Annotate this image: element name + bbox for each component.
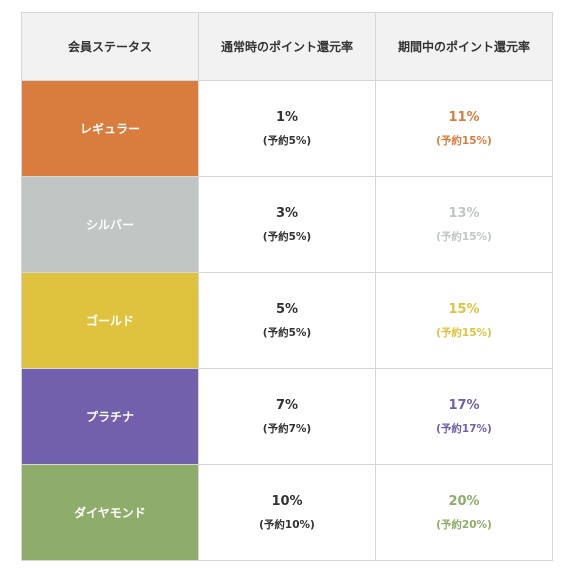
campaign-rate: 11% (448, 109, 480, 125)
campaign-rate-cell: 20% (予約20%) (375, 464, 553, 561)
normal-rate-cell: 5% (予約5%) (198, 272, 376, 369)
status-cell-regular: レギュラー (21, 80, 199, 177)
campaign-rate: 13% (448, 205, 480, 221)
campaign-note: (予約20%) (436, 518, 492, 531)
campaign-rate-cell: 15% (予約15%) (375, 272, 553, 369)
campaign-rate-cell: 13% (予約15%) (375, 176, 553, 273)
normal-rate: 5% (275, 301, 299, 317)
table-row: シルバー 3% (予約5%) 13% (予約15%) (21, 176, 553, 273)
normal-rate: 3% (275, 205, 299, 221)
status-cell-platinum: プラチナ (21, 368, 199, 465)
table-row: レギュラー 1% (予約5%) 11% (予約15%) (21, 80, 553, 177)
status-cell-silver: シルバー (21, 176, 199, 273)
header-normal-rate: 通常時のポイント還元率 (198, 12, 376, 81)
table-row: ゴールド 5% (予約5%) 15% (予約15%) (21, 272, 553, 369)
normal-note: (予約10%) (259, 518, 315, 531)
campaign-rate: 15% (448, 301, 480, 317)
status-cell-gold: ゴールド (21, 272, 199, 369)
normal-rate-cell: 3% (予約5%) (198, 176, 376, 273)
table-header: 会員ステータス 通常時のポイント還元率 期間中のポイント還元率 (21, 12, 553, 81)
campaign-rate-cell: 17% (予約17%) (375, 368, 553, 465)
table-body: レギュラー 1% (予約5%) 11% (予約15%) シルバー 3% (予約5… (21, 80, 553, 561)
campaign-rate: 20% (448, 493, 480, 509)
normal-rate: 10% (271, 493, 303, 509)
campaign-note: (予約15%) (436, 134, 492, 147)
status-cell-diamond: ダイヤモンド (21, 464, 199, 561)
campaign-rate: 17% (448, 397, 480, 413)
normal-rate-cell: 7% (予約7%) (198, 368, 376, 465)
normal-note: (予約5%) (262, 326, 312, 339)
normal-note: (予約7%) (262, 422, 312, 435)
normal-note: (予約5%) (262, 134, 312, 147)
campaign-note: (予約15%) (436, 326, 492, 339)
table-row: ダイヤモンド 10% (予約10%) 20% (予約20%) (21, 464, 553, 561)
membership-rate-table: 会員ステータス 通常時のポイント還元率 期間中のポイント還元率 レギュラー 1%… (21, 12, 553, 561)
header-row: 会員ステータス 通常時のポイント還元率 期間中のポイント還元率 (21, 12, 553, 81)
normal-rate: 1% (275, 109, 299, 125)
header-status: 会員ステータス (21, 12, 199, 81)
normal-rate: 7% (275, 397, 299, 413)
normal-note: (予約5%) (262, 230, 312, 243)
normal-rate-cell: 10% (予約10%) (198, 464, 376, 561)
campaign-rate-cell: 11% (予約15%) (375, 80, 553, 177)
campaign-note: (予約17%) (436, 422, 492, 435)
table-row: プラチナ 7% (予約7%) 17% (予約17%) (21, 368, 553, 465)
header-campaign-rate: 期間中のポイント還元率 (375, 12, 553, 81)
normal-rate-cell: 1% (予約5%) (198, 80, 376, 177)
campaign-note: (予約15%) (436, 230, 492, 243)
